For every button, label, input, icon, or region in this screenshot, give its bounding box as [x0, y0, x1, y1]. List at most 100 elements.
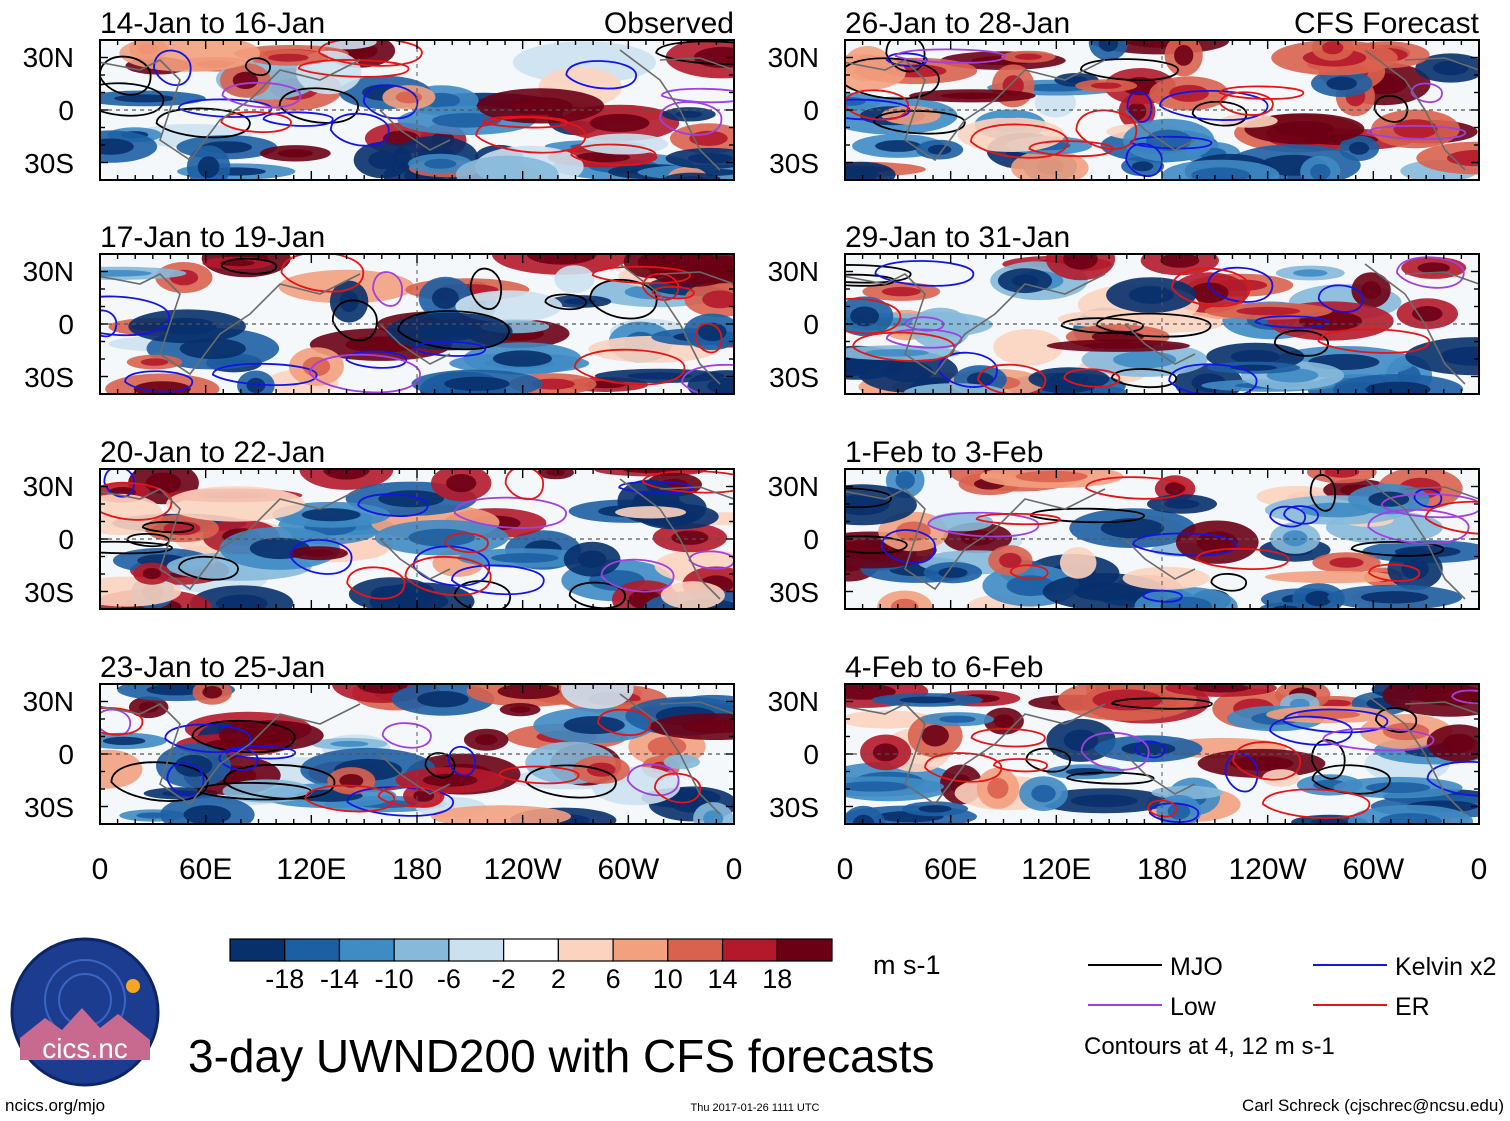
wind-anomaly-core	[183, 805, 231, 824]
wave-contour	[626, 763, 680, 797]
wave-contour	[329, 112, 390, 147]
legend-label: Kelvin x2	[1395, 953, 1496, 981]
wave-contour	[1111, 697, 1213, 710]
y-tick-label: 30S	[769, 148, 819, 179]
wind-anomaly-core	[1014, 53, 1042, 60]
wind-anomaly-cell	[1059, 547, 1097, 579]
wind-anomaly-core	[1113, 351, 1177, 369]
wind-anomaly-core	[1310, 163, 1331, 180]
wind-anomaly-core	[675, 110, 703, 118]
wave-contour	[641, 470, 734, 494]
panel-title: 29-Jan to 31-Jan	[845, 221, 1070, 254]
footer-right: Carl Schreck (cjschrec@ncsu.edu)	[1242, 1096, 1504, 1115]
wave-contour	[1373, 94, 1409, 123]
wave-contour	[845, 89, 910, 121]
wind-anomaly-core	[1063, 729, 1099, 752]
wave-contour	[600, 558, 675, 593]
wave-contour	[308, 353, 421, 394]
x-tick-label: 60E	[179, 853, 232, 886]
colorbar-label: 2	[551, 964, 566, 994]
y-tick-label: 0	[803, 309, 819, 340]
wind-anomaly-core	[444, 376, 510, 391]
wind-anomaly-core	[157, 317, 217, 335]
wave-contour	[1219, 91, 1274, 116]
wave-contour	[100, 540, 173, 555]
wave-contour	[100, 55, 152, 96]
wave-contour	[1424, 500, 1479, 535]
wind-anomaly-core	[1393, 119, 1438, 139]
logo-text: cics.nc	[42, 1033, 128, 1064]
panel-tag: CFS Forecast	[1294, 7, 1480, 40]
y-tick-label: 30N	[23, 42, 74, 73]
wave-contour	[450, 564, 545, 596]
wind-anomaly-core	[845, 168, 879, 180]
wind-anomaly-core	[564, 298, 596, 305]
wave-contour	[1085, 476, 1187, 500]
colorbar-label: 14	[708, 964, 738, 994]
wave-contour	[100, 482, 173, 521]
wind-anomaly-core	[850, 306, 879, 327]
x-tick-label: 0	[726, 853, 743, 886]
wave-contour	[469, 267, 503, 310]
coastline	[845, 263, 1479, 385]
x-tick-label: 60W	[1342, 853, 1404, 886]
panel: 30N 0 30S 23-Jan to 25-Jan	[23, 651, 735, 825]
wave-contour	[568, 581, 627, 609]
wind-anomaly-core	[1417, 262, 1450, 274]
wind-anomaly-core	[268, 53, 309, 62]
wind-anomaly-core	[1443, 733, 1476, 753]
colorbar-swatch	[503, 938, 559, 962]
wind-anomaly-core	[1361, 281, 1381, 299]
wave-contour	[570, 143, 657, 167]
legend-label: ER	[1395, 993, 1430, 1021]
wave-contour	[597, 708, 652, 737]
colorbar-units: m s-1	[873, 950, 941, 980]
panel: 30N 0 30S 4-Feb to 6-Feb	[768, 651, 1480, 825]
x-tick-label: 120W	[1228, 853, 1307, 886]
wind-anomaly-core	[1348, 141, 1370, 155]
wind-field	[100, 254, 734, 394]
wave-contour	[845, 297, 902, 335]
legend-label: MJO	[1170, 953, 1223, 981]
wind-field	[100, 469, 734, 609]
wind-anomaly-core	[1015, 470, 1088, 483]
wave-contour	[1350, 540, 1445, 557]
panel-tag: Observed	[604, 7, 734, 40]
y-tick-label: 0	[803, 524, 819, 555]
wave-contour	[1142, 589, 1183, 603]
colorbar-swatch	[776, 938, 833, 962]
wave-contour	[1426, 760, 1479, 797]
wave-contour	[1147, 799, 1178, 818]
wave-contour	[845, 264, 912, 284]
wave-contour	[591, 265, 691, 285]
wave-contour	[659, 101, 723, 136]
wind-anomaly-core	[408, 528, 476, 547]
wave-contour	[565, 60, 638, 90]
wind-anomaly-core	[146, 684, 206, 696]
panel: 30N 0 30S 20-Jan to 22-Jan	[23, 436, 735, 610]
wind-anomaly-core	[102, 736, 146, 745]
wave-contour	[110, 761, 209, 802]
wave-contour	[873, 110, 966, 135]
wind-anomaly-core	[491, 553, 559, 563]
wind-anomaly-core	[245, 727, 298, 744]
x-tick-label: 0	[837, 853, 854, 886]
wave-contour	[1310, 739, 1346, 780]
wind-anomaly-core	[1100, 518, 1164, 539]
wave-contour	[1224, 752, 1259, 793]
y-tick-label: 30N	[768, 686, 819, 717]
wind-anomaly-core	[1127, 102, 1147, 121]
wind-anomaly-core	[197, 156, 220, 178]
wind-anomaly-core	[142, 568, 161, 580]
wave-contour	[1025, 747, 1072, 773]
colorbar-label: 10	[653, 964, 683, 994]
wind-anomaly-core	[395, 91, 423, 104]
panel-title: 4-Feb to 6-Feb	[845, 651, 1043, 684]
y-tick-label: 30S	[769, 577, 819, 608]
legend-label: Low	[1170, 993, 1217, 1021]
wind-anomaly-core	[987, 778, 1009, 799]
wind-anomaly-core	[531, 378, 575, 390]
wave-contour	[885, 52, 928, 67]
coastline	[100, 693, 734, 815]
colorbar-swatch	[721, 938, 778, 962]
